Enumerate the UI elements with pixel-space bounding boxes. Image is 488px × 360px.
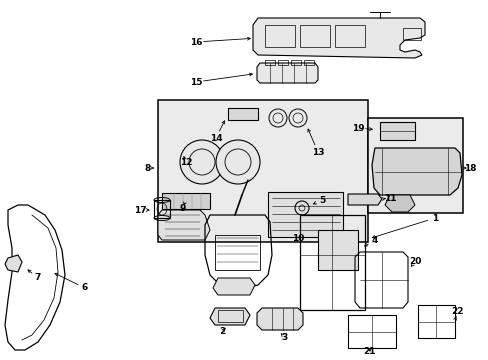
Bar xyxy=(154,200,170,218)
Polygon shape xyxy=(5,255,22,272)
Text: 4: 4 xyxy=(371,235,377,244)
Bar xyxy=(402,28,420,40)
Text: 5: 5 xyxy=(318,195,325,204)
Text: 15: 15 xyxy=(189,77,202,86)
Circle shape xyxy=(180,140,224,184)
Bar xyxy=(379,122,414,140)
Polygon shape xyxy=(384,195,414,212)
Bar xyxy=(264,60,274,65)
Text: 14: 14 xyxy=(209,134,222,143)
Bar xyxy=(264,25,294,47)
Bar xyxy=(367,118,462,213)
Text: 21: 21 xyxy=(363,347,375,356)
Polygon shape xyxy=(209,308,249,325)
Bar xyxy=(227,108,258,120)
Text: 10: 10 xyxy=(291,234,304,243)
Bar xyxy=(290,60,301,65)
Text: 20: 20 xyxy=(408,257,420,266)
Text: 7: 7 xyxy=(35,274,41,283)
Bar xyxy=(162,193,209,209)
Polygon shape xyxy=(257,308,303,330)
Text: 9: 9 xyxy=(180,203,186,212)
Text: 11: 11 xyxy=(383,194,395,202)
Polygon shape xyxy=(257,63,317,83)
Bar xyxy=(299,215,364,310)
Bar xyxy=(218,310,243,322)
Text: 17: 17 xyxy=(133,206,146,215)
Text: 6: 6 xyxy=(81,284,88,292)
Polygon shape xyxy=(252,18,424,58)
Bar xyxy=(278,60,287,65)
Polygon shape xyxy=(158,210,209,240)
Text: 8: 8 xyxy=(144,163,151,172)
Polygon shape xyxy=(347,194,381,205)
Polygon shape xyxy=(213,278,254,295)
Text: 16: 16 xyxy=(189,37,202,46)
Polygon shape xyxy=(371,148,461,195)
Bar xyxy=(267,192,342,237)
Circle shape xyxy=(216,140,260,184)
Text: 18: 18 xyxy=(463,163,475,172)
Text: 12: 12 xyxy=(180,158,192,166)
Bar xyxy=(347,315,395,348)
Bar xyxy=(417,305,454,338)
Text: 3: 3 xyxy=(281,333,287,342)
Text: 19: 19 xyxy=(351,123,364,132)
Bar xyxy=(299,25,329,47)
Text: 1: 1 xyxy=(431,213,437,222)
Bar xyxy=(215,235,260,270)
Bar xyxy=(317,230,357,270)
Bar xyxy=(304,60,313,65)
Bar xyxy=(334,25,364,47)
Text: 13: 13 xyxy=(311,148,324,157)
Text: 22: 22 xyxy=(451,307,463,316)
Text: 2: 2 xyxy=(219,328,224,337)
Bar xyxy=(158,100,367,242)
